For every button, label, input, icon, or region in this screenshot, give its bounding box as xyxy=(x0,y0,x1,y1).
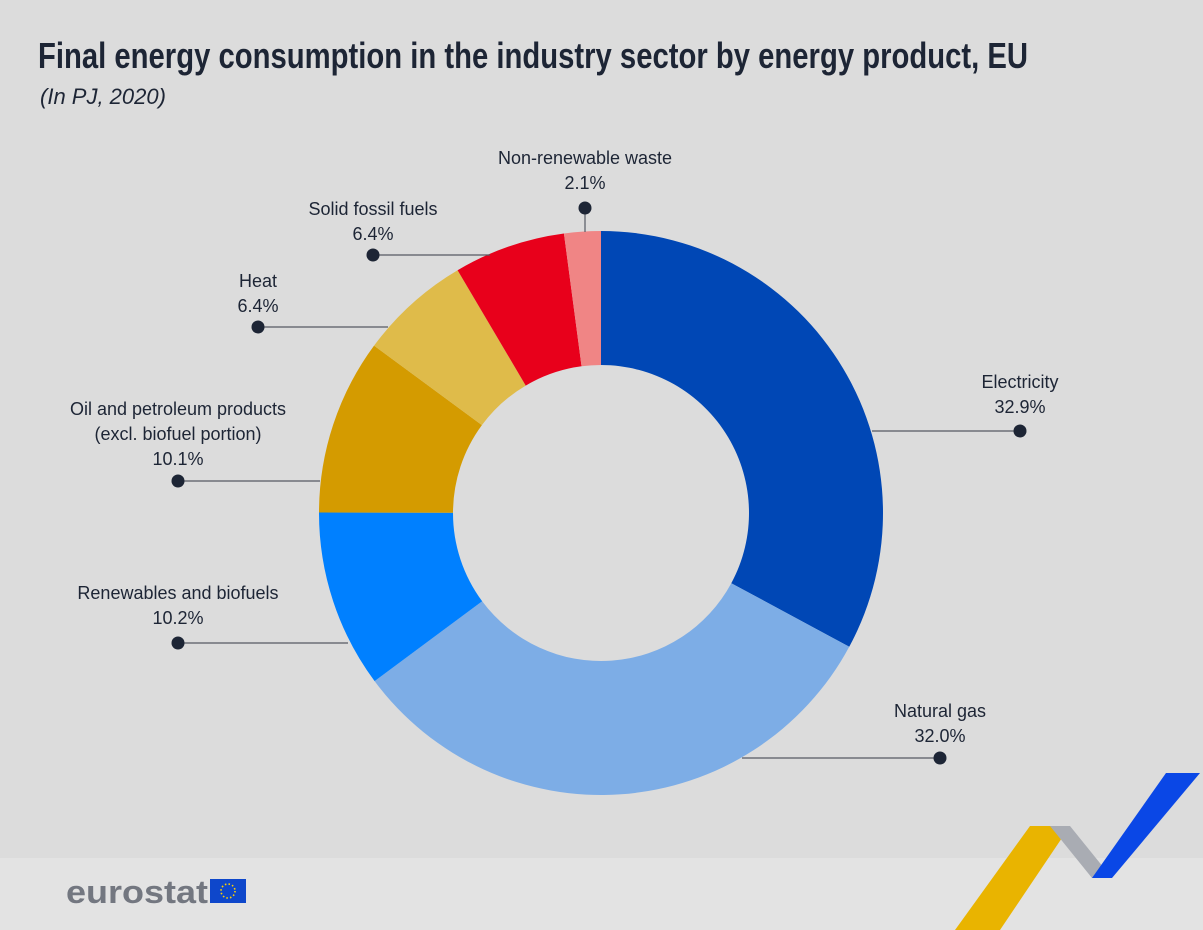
slice-label: Non-renewable waste xyxy=(498,148,672,168)
slice-label: Solid fossil fuels xyxy=(308,199,437,219)
data-label: Electricity 32.9% xyxy=(872,372,1059,438)
slice-label: Heat xyxy=(239,271,277,291)
data-label: Natural gas 32.0% xyxy=(742,701,986,765)
leader-dot xyxy=(933,751,947,765)
slice-label: (excl. biofuel portion) xyxy=(94,424,261,444)
slice-solid-fossil-fuels xyxy=(457,233,582,386)
slice-heat xyxy=(374,270,526,426)
slice-oil-and-petroleum-products-excl-biofuel-portion xyxy=(319,345,482,513)
data-label: Solid fossil fuels 6.4% xyxy=(308,199,490,262)
data-label: Heat 6.4% xyxy=(237,271,388,334)
leader-dot xyxy=(366,248,380,262)
data-label: Non-renewable waste 2.1% xyxy=(498,148,672,232)
slice-label: Oil and petroleum products xyxy=(70,399,286,419)
eu-flag-icon xyxy=(210,879,246,903)
leader-dot xyxy=(1013,424,1027,438)
leader-dot xyxy=(578,201,592,215)
slice-label: Renewables and biofuels xyxy=(77,583,278,603)
leader-dot xyxy=(251,320,265,334)
eurostat-logo: eurostat xyxy=(66,874,246,910)
slice-value-label: 10.1% xyxy=(152,449,203,469)
slice-renewables-and-biofuels xyxy=(319,512,483,682)
slice-electricity xyxy=(601,231,883,647)
decorative-ribbon xyxy=(955,773,1200,930)
eu-stars-icon xyxy=(220,883,236,899)
slice-value-label: 32.9% xyxy=(994,397,1045,417)
slice-value-label: 10.2% xyxy=(152,608,203,628)
slice-value-label: 32.0% xyxy=(914,726,965,746)
chart-title: Final energy consumption in the industry… xyxy=(38,35,1028,76)
chart-subtitle: (In PJ, 2020) xyxy=(40,84,166,109)
slice-natural-gas xyxy=(374,583,850,795)
slice-value-label: 6.4% xyxy=(352,224,393,244)
leader-dot xyxy=(171,636,185,650)
slice-value-label: 2.1% xyxy=(564,173,605,193)
data-label: Renewables and biofuels 10.2% xyxy=(77,583,348,650)
data-label: Oil and petroleum products (excl. biofuel… xyxy=(70,399,320,488)
logo-text: eurostat xyxy=(66,874,208,910)
slice-value-label: 6.4% xyxy=(237,296,278,316)
slice-label: Natural gas xyxy=(894,701,986,721)
slice-non-renewable-waste xyxy=(563,231,601,367)
leader-dot xyxy=(171,474,185,488)
slice-label: Electricity xyxy=(981,372,1058,392)
